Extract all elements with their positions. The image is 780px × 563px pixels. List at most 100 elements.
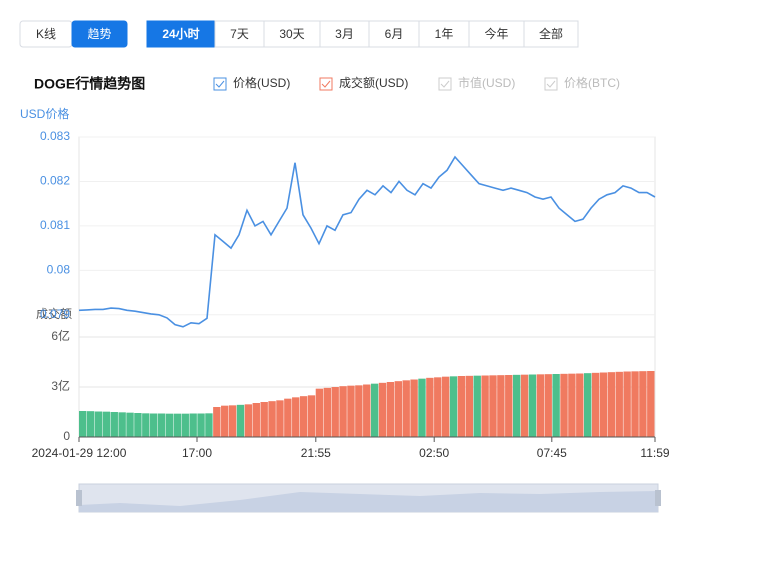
period-button[interactable] (146, 20, 216, 48)
period-button[interactable] (523, 20, 579, 48)
legend-label[interactable]: 价格(BTC) (564, 75, 620, 90)
volume-bar (607, 372, 616, 437)
tab-label[interactable]: K线 (36, 27, 56, 41)
legend-check (215, 80, 225, 88)
period-label[interactable]: 今年 (484, 26, 508, 41)
volume-bar (173, 413, 182, 437)
volume-bar (583, 373, 592, 437)
period-label[interactable]: 30天 (279, 27, 304, 41)
period-label[interactable]: 全部 (539, 26, 563, 41)
volume-bar (434, 377, 442, 437)
volume-bar (473, 375, 481, 437)
x-tick-label: 17:00 (182, 446, 212, 460)
period-label[interactable]: 24小时 (162, 26, 199, 41)
legend-checkbox[interactable] (319, 77, 333, 91)
volume-bar (599, 372, 608, 437)
volume-bar (94, 411, 103, 437)
period-button[interactable] (418, 20, 470, 48)
volume-bar (221, 405, 229, 437)
volume-bar (489, 375, 497, 437)
legend-label[interactable]: 价格(USD) (233, 75, 290, 90)
volume-bar (339, 386, 347, 437)
legend-label[interactable]: 成交额(USD) (339, 75, 408, 90)
volume-bar (213, 407, 221, 437)
volume-bar (378, 382, 387, 437)
volume-bar (181, 413, 189, 437)
legend-checkbox[interactable] (544, 77, 558, 91)
volume-bar (449, 376, 458, 437)
volume-bar (307, 395, 316, 437)
y-tick-label: 0.083 (40, 129, 70, 143)
volume-bar (370, 383, 379, 437)
volume-bar (126, 412, 134, 437)
legend-check (546, 80, 556, 88)
volume-bar (560, 373, 568, 437)
legend-checkbox[interactable] (213, 77, 227, 91)
x-tick-label: 11:59 (640, 446, 669, 460)
volume-bar (86, 411, 95, 437)
volume-bar (236, 404, 245, 437)
y-axis-title: USD价格 (20, 106, 69, 121)
period-label[interactable]: 6月 (385, 27, 404, 41)
volume-bar (268, 401, 276, 437)
volume-bar (426, 377, 434, 437)
period-button[interactable] (263, 20, 321, 48)
y-tick-label: 0.082 (40, 174, 70, 188)
x-tick-label: 2024-01-29 12:00 (32, 446, 127, 460)
volume-bar (576, 373, 584, 437)
price-line (78, 155, 656, 328)
volume-bar (252, 403, 260, 437)
volume-bar (536, 374, 545, 437)
volume-bar (110, 412, 118, 437)
period-button[interactable] (319, 20, 370, 48)
period-label[interactable]: 1年 (435, 27, 454, 41)
volume-bar (441, 376, 450, 437)
y-tick-label: 6亿 (51, 328, 70, 343)
volume-bar (150, 413, 158, 437)
volume-bar (457, 376, 466, 437)
volume-bar (292, 397, 300, 437)
volume-bar (355, 385, 363, 437)
volume-bar (323, 387, 331, 437)
tab-button[interactable] (71, 20, 128, 48)
volume-bar (134, 413, 142, 437)
slider-handle[interactable] (655, 490, 661, 506)
period-label[interactable]: 7天 (230, 27, 249, 41)
legend-check (321, 80, 331, 88)
volume-bar (276, 400, 284, 437)
volume-bar (284, 398, 292, 437)
tab-label[interactable]: 趋势 (87, 27, 111, 41)
volume-bar (315, 388, 324, 437)
y-tick-label: 0.081 (40, 218, 70, 232)
chart-title: DOGE行情趋势图 (34, 76, 145, 92)
volume-bar (512, 374, 521, 437)
volume-bar (331, 387, 339, 437)
volume-bar (299, 396, 308, 437)
volume-bar (228, 405, 237, 437)
period-button[interactable] (214, 20, 265, 48)
volume-bar (544, 374, 552, 437)
volume-bar (497, 375, 505, 437)
volume-bar (402, 380, 410, 437)
period-button[interactable] (368, 20, 420, 48)
volume-bar (623, 371, 631, 437)
x-tick-label: 21:55 (301, 446, 331, 460)
volume-bar (205, 413, 213, 437)
period-label[interactable]: 3月 (335, 27, 354, 41)
volume-bar (615, 371, 623, 437)
slider-handle[interactable] (76, 490, 82, 506)
volume-bar (260, 402, 268, 437)
y-axis-title: 成交额 (36, 306, 72, 321)
volume-bar (197, 413, 205, 437)
legend-checkbox[interactable] (438, 77, 452, 91)
volume-bar (465, 375, 474, 437)
volume-bar (394, 381, 403, 437)
volume-bar (552, 374, 560, 437)
volume-bar (244, 404, 253, 437)
legend-label[interactable]: 市值(USD) (458, 75, 515, 90)
volume-bar (418, 378, 426, 437)
volume-bar (631, 371, 639, 437)
x-tick-label: 02:50 (419, 446, 449, 460)
y-tick-label: 0 (63, 429, 70, 443)
